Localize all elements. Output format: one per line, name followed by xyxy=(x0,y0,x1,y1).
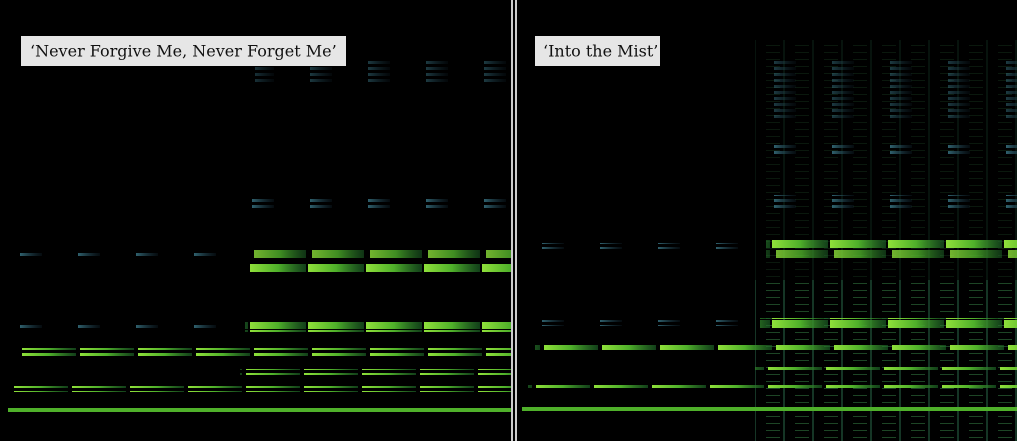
streak xyxy=(760,195,1017,209)
streak xyxy=(20,323,245,329)
streak xyxy=(755,365,1017,371)
streak xyxy=(245,198,511,210)
streak xyxy=(760,318,1017,328)
streak xyxy=(250,248,511,272)
divider xyxy=(515,0,517,441)
streak xyxy=(8,408,511,412)
panel-label: ‘Never Forgive Me, Never Forget Me’ xyxy=(30,42,337,61)
divider xyxy=(511,0,513,441)
streak xyxy=(760,60,1017,120)
streak xyxy=(760,145,1017,155)
streak xyxy=(535,345,1017,353)
page: ‘Never Forgive Me, Never Forget Me’ ‘Int… xyxy=(0,0,1017,441)
streak xyxy=(766,238,1017,262)
right-label: ‘Into the Mist’ xyxy=(535,36,660,66)
panel-label: ‘Into the Mist’ xyxy=(543,42,658,61)
streak xyxy=(535,243,760,249)
streak xyxy=(535,320,760,326)
streak xyxy=(20,253,245,259)
streak xyxy=(240,369,511,375)
streak xyxy=(528,383,1017,389)
spectrogram-comparison: ‘Never Forgive Me, Never Forget Me’ ‘Int… xyxy=(0,0,1017,441)
noise xyxy=(755,280,1017,441)
streak xyxy=(22,348,511,356)
left-label: ‘Never Forgive Me, Never Forget Me’ xyxy=(21,36,346,66)
streak xyxy=(14,386,511,392)
streak xyxy=(522,407,1017,411)
streak xyxy=(245,322,511,332)
